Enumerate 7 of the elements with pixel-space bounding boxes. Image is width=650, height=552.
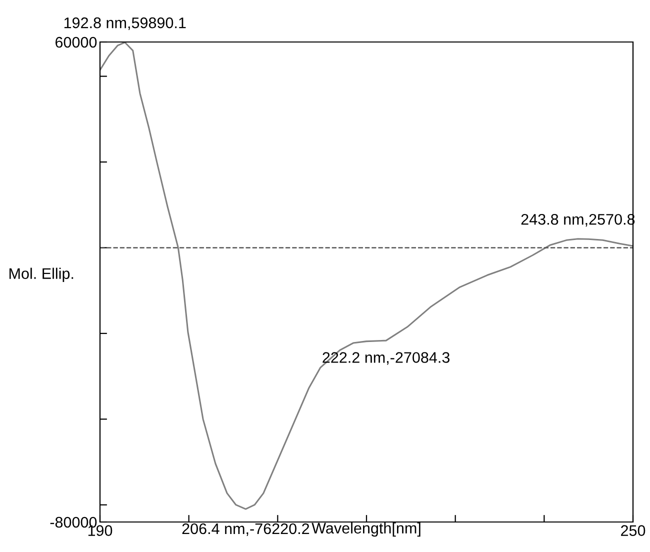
x-tick-label: 250 [621, 525, 646, 536]
y-axis-title: Mol. Ellip. [10, 268, 74, 282]
y-tick-label: 60000 [56, 36, 97, 48]
annotation: 206.4 nm,-76220.2 [182, 523, 310, 536]
x-axis-title: Wavelength[nm] [312, 522, 420, 537]
annotation: 222.2 nm,-27084.3 [322, 352, 450, 365]
annotation: 192.8 nm,59890.1 [64, 17, 186, 30]
